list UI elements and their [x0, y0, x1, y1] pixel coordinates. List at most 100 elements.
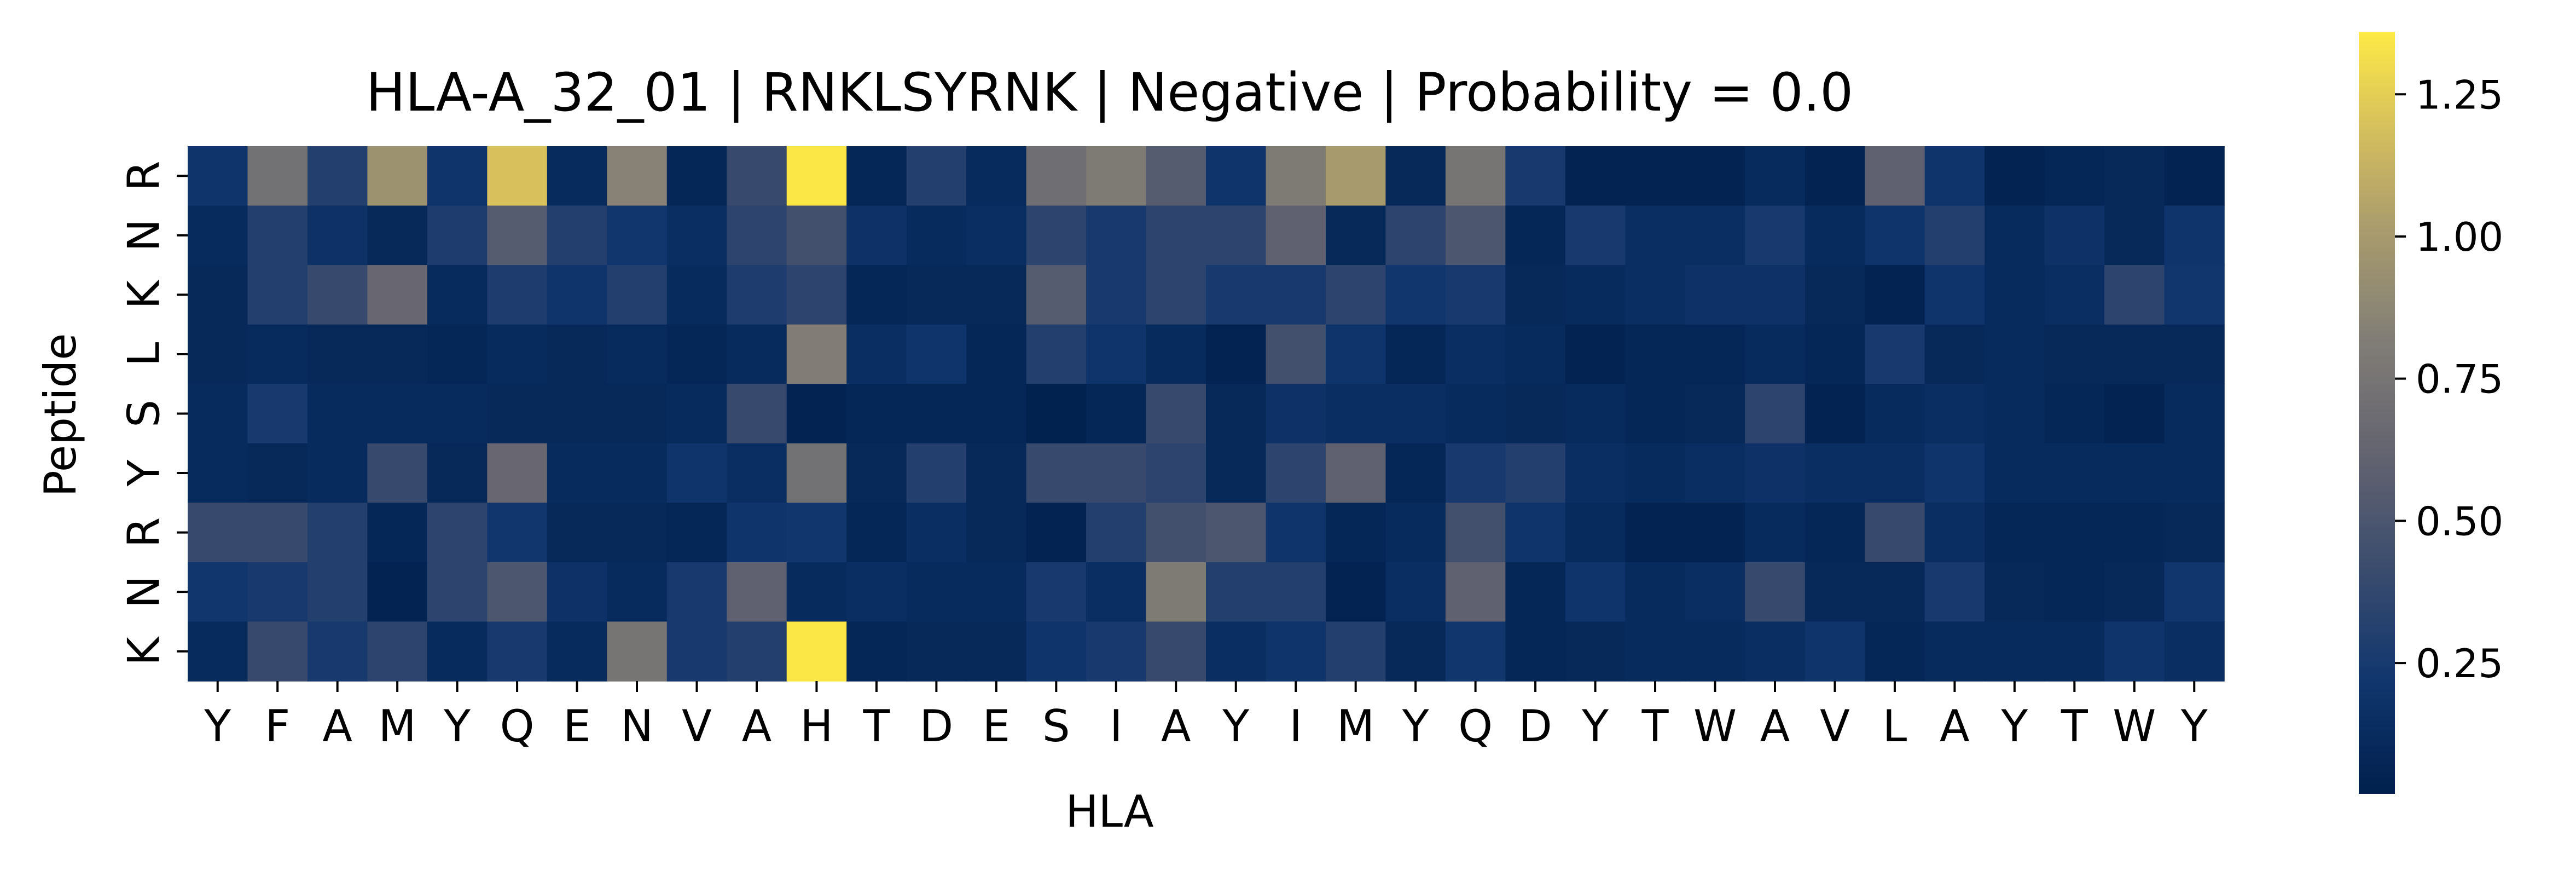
heatmap-cell-r5-c3 [367, 443, 428, 504]
x-tick-label: D [920, 701, 954, 752]
heatmap-cell-r0-c4 [427, 146, 488, 206]
heatmap-cell-r0-c14 [1026, 146, 1087, 206]
heatmap-cell-r4-c14 [1026, 384, 1087, 444]
heatmap-cell-r2-c15 [1086, 265, 1147, 325]
heatmap-cell-r2-c33 [2164, 265, 2225, 325]
x-tick-label: A [1161, 701, 1191, 752]
heatmap-cell-r2-c8 [666, 265, 728, 325]
heatmap-cell-r3-c24 [1625, 324, 1686, 385]
heatmap-cell-r1-c22 [1505, 205, 1566, 266]
heatmap-cell-r4-c9 [727, 384, 787, 444]
heatmap-cell-r3-c23 [1565, 324, 1626, 385]
colorbar-ticks: 0.25 0.50 0.75 1.00 1.25 [2395, 72, 2503, 687]
heatmap-cell-r0-c30 [1985, 146, 2045, 206]
heatmap-cell-r8-c18 [1266, 621, 1326, 682]
y-tick-label: R [119, 160, 170, 191]
y-tick-label: L [119, 342, 170, 366]
x-tick-label: M [1337, 701, 1374, 752]
heatmap-cell-r1-c16 [1146, 205, 1206, 266]
heatmap-cell-r7-c11 [846, 562, 907, 622]
heatmap-cell-r5-c28 [1865, 443, 1925, 504]
heatmap-cell-r4-c11 [846, 384, 907, 444]
heatmap-cell-r5-c11 [846, 443, 907, 504]
heatmap-cell-r5-c13 [966, 443, 1027, 504]
heatmap-cell-r8-c0 [188, 621, 248, 682]
heatmap-cell-r7-c21 [1445, 562, 1506, 622]
heatmap-cell-r3-c27 [1805, 324, 1865, 385]
heatmap-cell-r0-c28 [1865, 146, 1925, 206]
heatmap-cell-r8-c13 [966, 621, 1027, 682]
heatmap-cell-r7-c25 [1685, 562, 1746, 622]
colorbar-tick-label: 1.00 [2416, 214, 2503, 260]
heatmap-cell-r4-c21 [1445, 384, 1506, 444]
heatmap-cell-r6-c9 [727, 503, 787, 563]
heatmap-cell-r2-c32 [2104, 265, 2165, 325]
heatmap-cell-r0-c16 [1146, 146, 1206, 206]
heatmap-cell-r8-c9 [727, 621, 787, 682]
heatmap-cell-r5-c18 [1266, 443, 1326, 504]
heatmap-cell-r8-c22 [1505, 621, 1566, 682]
heatmap-cell-r0-c25 [1685, 146, 1746, 206]
heatmap-cell-r4-c10 [786, 384, 847, 444]
heatmap-cell-r3-c31 [2044, 324, 2105, 385]
colorbar-tick-label: 1.25 [2416, 72, 2503, 118]
heatmap-cell-r6-c22 [1505, 503, 1566, 563]
heatmap-cell-r2-c5 [487, 265, 548, 325]
heatmap-cell-r3-c32 [2104, 324, 2165, 385]
heatmap-cell-r4-c22 [1505, 384, 1566, 444]
heatmap-cell-r6-c15 [1086, 503, 1147, 563]
heatmap-cell-r1-c33 [2164, 205, 2225, 266]
heatmap-cell-r8-c29 [1924, 621, 1985, 682]
y-tick-label: K [119, 279, 170, 309]
heatmap-cell-r4-c28 [1865, 384, 1925, 444]
heatmap-cell-r3-c6 [547, 324, 608, 385]
heatmap-cell-r6-c29 [1924, 503, 1985, 563]
heatmap-cell-r2-c1 [247, 265, 308, 325]
heatmap-cell-r8-c11 [846, 621, 907, 682]
x-tick-label: Y [1402, 701, 1430, 752]
heatmap-cell-r3-c9 [727, 324, 787, 385]
heatmap-cell-r6-c19 [1325, 503, 1386, 563]
heatmap-cell-r7-c24 [1625, 562, 1686, 622]
heatmap-cell-r0-c27 [1805, 146, 1865, 206]
heatmap-cell-r8-c31 [2044, 621, 2105, 682]
heatmap-cell-r4-c4 [427, 384, 488, 444]
heatmap-cell-r3-c17 [1206, 324, 1267, 385]
x-tick-label: T [2061, 701, 2088, 752]
heatmap-cell-r1-c0 [188, 205, 248, 266]
heatmap-cell-r0-c29 [1924, 146, 1985, 206]
heatmap-cell-r0-c0 [188, 146, 248, 206]
heatmap-cell-r5-c29 [1924, 443, 1985, 504]
heatmap-cell-r6-c14 [1026, 503, 1087, 563]
heatmap-cell-r5-c16 [1146, 443, 1206, 504]
heatmap-cell-r1-c4 [427, 205, 488, 266]
heatmap-cell-r2-c31 [2044, 265, 2105, 325]
heatmap-cell-r3-c21 [1445, 324, 1506, 385]
heatmap-cell-r1-c24 [1625, 205, 1686, 266]
heatmap-cell-r5-c27 [1805, 443, 1865, 504]
heatmap-cell-r2-c7 [607, 265, 668, 325]
heatmap-cell-r7-c30 [1985, 562, 2045, 622]
heatmap-cell-r3-c20 [1385, 324, 1446, 385]
colorbar-tick-label: 0.75 [2416, 356, 2503, 402]
heatmap-cell-r5-c12 [906, 443, 967, 504]
x-tick-label: E [563, 701, 591, 752]
x-tick-label: Y [1222, 701, 1250, 752]
heatmap-cell-r5-c2 [307, 443, 368, 504]
heatmap-cell-r6-c33 [2164, 503, 2225, 563]
heatmap-cell-r6-c13 [966, 503, 1027, 563]
heatmap-cell-r1-c30 [1985, 205, 2045, 266]
heatmap-cell-r5-c20 [1385, 443, 1446, 504]
heatmap-cell-r6-c1 [247, 503, 308, 563]
x-tick-label: T [1641, 701, 1669, 752]
x-tick-label: A [742, 701, 772, 752]
heatmap-cell-r3-c5 [487, 324, 548, 385]
heatmap-cell-r4-c19 [1325, 384, 1386, 444]
heatmap-cell-r5-c6 [547, 443, 608, 504]
heatmap-cell-r3-c25 [1685, 324, 1746, 385]
heatmap-cell-r1-c10 [786, 205, 847, 266]
heatmap-cell-r7-c17 [1206, 562, 1267, 622]
x-tick-label: H [800, 701, 833, 752]
heatmap-cell-r6-c17 [1206, 503, 1267, 563]
